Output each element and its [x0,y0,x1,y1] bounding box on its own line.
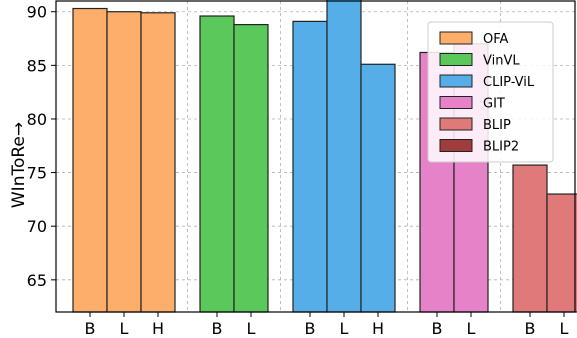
bar-clip-vil-l [326,0,362,313]
y-tick-label: 65 [27,271,47,290]
legend-swatch-blip2 [439,139,473,152]
x-tick-label: L [340,319,349,338]
legend-label-clip-vil: CLIP-ViL [483,75,535,90]
legend-label-git: GIT [483,97,505,112]
x-tick-label: L [120,319,129,338]
bar-ofa-l [106,11,142,313]
bar-blip-l [546,193,577,313]
x-tick-label: B [525,319,536,338]
x-tick-label: B [305,319,316,338]
bar-ofa-h [140,12,176,313]
y-tick-label: 85 [27,56,47,75]
y-tick-label: 90 [27,3,47,22]
y-tick-label: 80 [27,110,47,129]
x-tick-label: H [372,319,384,338]
legend-label-blip: BLIP [483,118,511,133]
bar-vinvl-b [199,15,235,313]
x-tick-label: B [432,319,443,338]
x-tick-label: L [467,319,476,338]
bar-ofa-b [72,7,108,313]
legend-swatch-ofa [439,31,473,45]
legend: OFA VinVL CLIP-ViL GIT BLIP BLIP2 [427,21,554,163]
legend-swatch-vinvl [439,53,473,66]
legend-label-blip2: BLIP2 [483,140,519,155]
legend-label-vinvl: VinVL [483,54,520,69]
axis-layer: 657075808590BLHBLBLHBLBLBLH [27,0,576,338]
bar-vinvl-l [233,23,269,313]
plot-frame [55,0,576,313]
x-tick-label: L [247,319,256,338]
x-tick-label: B [212,319,223,338]
bar-clip-vil-h [360,63,396,313]
y-tick-label: 75 [27,164,47,183]
bar-layer [72,0,577,313]
legend-swatch-git [439,96,473,109]
legend-label-ofa: OFA [483,32,509,47]
y-tick-label: 70 [27,217,47,236]
y-axis-title: WInToRe→ [9,122,29,208]
bar-clip-vil-b [292,20,328,313]
bar-blip-b [512,164,548,313]
x-tick-label: H [152,319,164,338]
x-tick-label: L [560,319,569,338]
legend-swatch-clip-vil [439,74,473,88]
legend-swatch-blip [439,117,473,131]
x-tick-label: B [85,319,96,338]
